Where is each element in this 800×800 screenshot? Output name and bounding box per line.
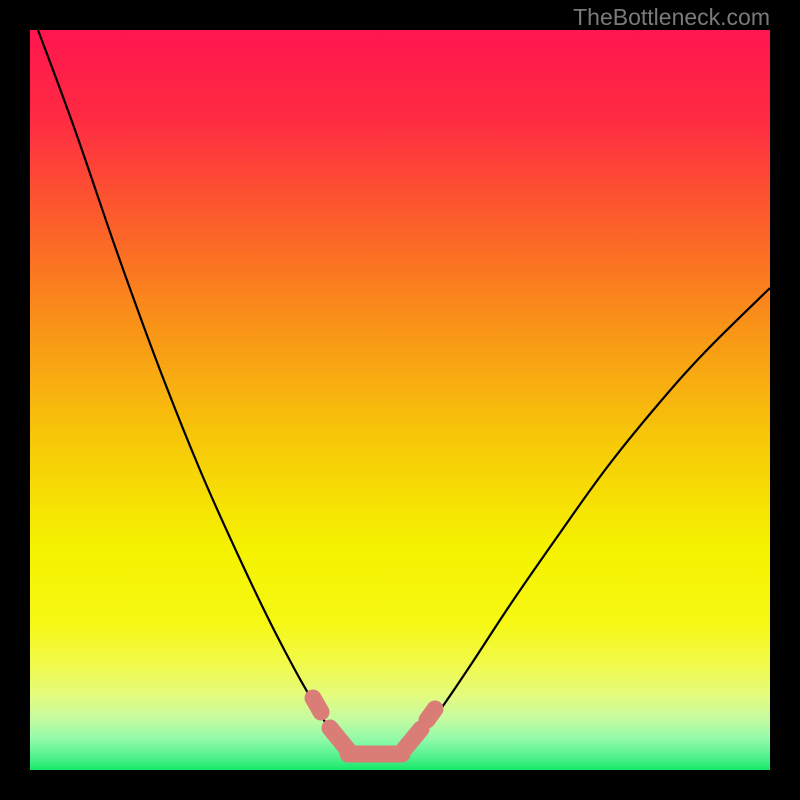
trough-highlight-segment bbox=[427, 709, 435, 720]
watermark-text: TheBottleneck.com bbox=[573, 4, 770, 31]
chart-svg bbox=[0, 0, 800, 800]
chart-stage: TheBottleneck.com bbox=[0, 0, 800, 800]
trough-highlight-segment bbox=[313, 698, 321, 712]
gradient-background bbox=[30, 30, 770, 770]
